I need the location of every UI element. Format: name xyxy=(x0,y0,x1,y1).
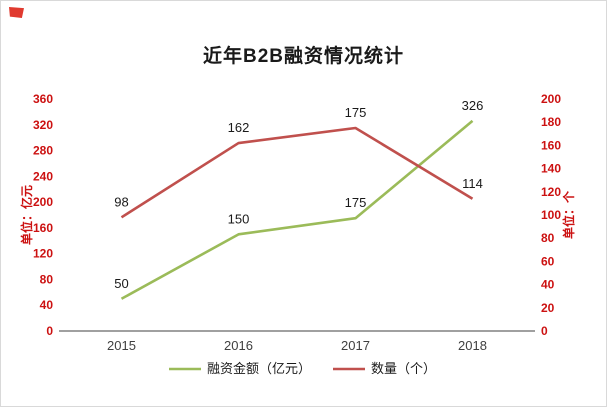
right-axis-title: 单位：个 xyxy=(561,190,576,239)
legend-label: 数量（个） xyxy=(371,361,436,376)
corner-red-mark xyxy=(9,7,24,18)
right-axis-tick-label: 80 xyxy=(541,231,555,245)
right-axis-tick-label: 140 xyxy=(541,162,561,176)
right-axis-tick-label: 0 xyxy=(541,324,548,338)
data-label: 326 xyxy=(462,98,484,113)
left-axis-tick-label: 160 xyxy=(33,221,53,235)
left-axis-tick-label: 360 xyxy=(33,92,53,106)
series-line-left xyxy=(120,119,474,300)
left-axis-title: 单位：亿元 xyxy=(19,185,34,245)
legend-label: 融资金额（亿元） xyxy=(207,361,311,376)
chart-title: 近年B2B融资情况统计 xyxy=(202,46,404,67)
data-label: 162 xyxy=(228,120,250,135)
x-axis-category-label: 2016 xyxy=(224,338,253,353)
right-axis-tick-label: 60 xyxy=(541,254,555,268)
left-axis-tick-label: 80 xyxy=(40,272,54,286)
left-axis-tick-label: 280 xyxy=(33,144,53,158)
left-axis-tick-label: 240 xyxy=(33,169,53,183)
left-axis-tick-label: 200 xyxy=(33,195,53,209)
x-axis-category-label: 2017 xyxy=(341,338,370,353)
left-axis-tick-label: 320 xyxy=(33,118,53,132)
series-line-right xyxy=(120,126,474,219)
x-axis-category-label: 2015 xyxy=(107,338,136,353)
data-label: 114 xyxy=(462,176,483,191)
right-axis-tick-label: 40 xyxy=(541,278,555,292)
right-axis-tick-label: 180 xyxy=(541,115,561,129)
data-label: 150 xyxy=(228,211,250,226)
x-axis-category-label: 2018 xyxy=(458,338,487,353)
left-axis-tick-label: 40 xyxy=(40,298,54,312)
data-label: 175 xyxy=(345,195,367,210)
data-label: 98 xyxy=(114,194,128,209)
data-label: 50 xyxy=(114,276,128,291)
right-axis-tick-label: 120 xyxy=(541,185,561,199)
right-axis-tick-label: 20 xyxy=(541,301,555,315)
data-label: 175 xyxy=(345,105,367,120)
left-axis-tick-label: 0 xyxy=(46,324,53,338)
left-axis-tick-label: 120 xyxy=(33,247,53,261)
right-axis-tick-label: 100 xyxy=(541,208,561,222)
right-axis-tick-label: 200 xyxy=(541,92,561,106)
right-axis-tick-label: 160 xyxy=(541,138,561,152)
